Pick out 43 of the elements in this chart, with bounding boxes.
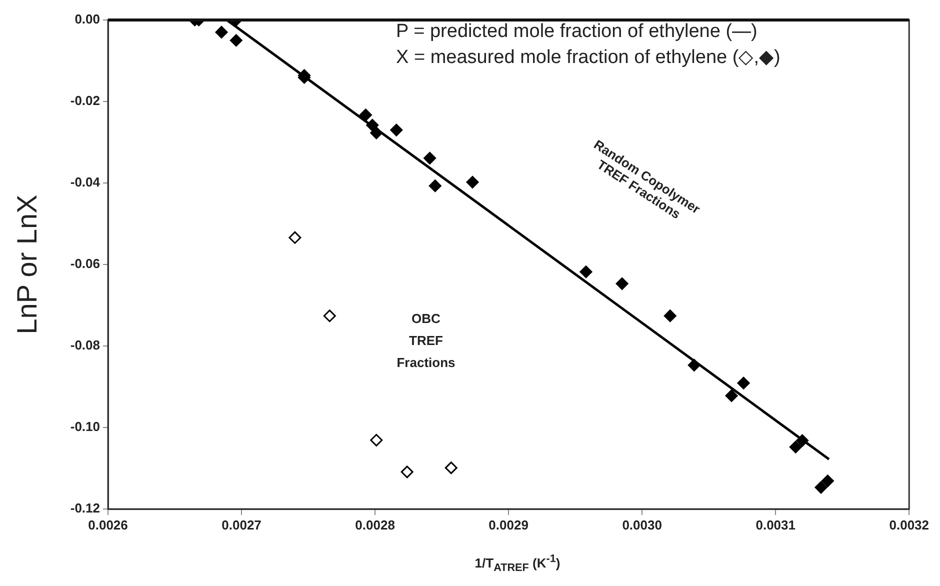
point [428,180,442,192]
point [444,462,458,474]
x-tick-label: 0.0026 [88,517,128,532]
point [725,389,738,402]
point [323,310,336,322]
point [814,481,828,494]
point [796,434,809,447]
y-axis-title: LnP or LnX [12,194,43,334]
x-tick-label: 0.0027 [222,517,262,532]
point [400,466,414,478]
point [359,108,372,122]
y-tick-label: -0.10 [70,419,100,434]
annotation: OBC TREF Fractions [396,310,456,372]
y-tick-label: -0.08 [70,338,100,353]
annotation: P = predicted mole fraction of ethylene (—) [396,21,758,43]
y-tick-label: -0.06 [70,256,100,272]
point [789,440,802,454]
point [390,124,403,136]
y-tick-label: -0.04 [70,174,101,190]
point [580,266,592,278]
point [821,474,834,488]
x-tick-label: 0.0031 [756,517,796,532]
point [688,358,700,372]
point [616,277,628,290]
x-tick-label: 0.0028 [355,517,395,532]
x-tick-label: 0.0030 [622,517,662,532]
point [288,231,302,244]
x-tick-label: 0.0032 [889,517,929,532]
point [664,310,676,322]
point [370,126,383,140]
y-tick-label: 0.00 [74,12,100,27]
point [366,118,379,132]
point [230,34,242,47]
x-tick-label: 0.0029 [488,517,528,532]
y-tick-label: -0.02 [70,93,100,108]
point [424,152,436,164]
x-axis-title: 1/T$_{ATREF}$ (K$^{-1}$) [474,553,562,574]
point [466,176,479,188]
annotation: X = measured mole fraction of ethylene (◇,◆) [396,46,780,69]
y-tick-label: -0.12 [70,500,100,516]
point [737,376,750,390]
point [215,26,228,38]
point [370,434,383,446]
